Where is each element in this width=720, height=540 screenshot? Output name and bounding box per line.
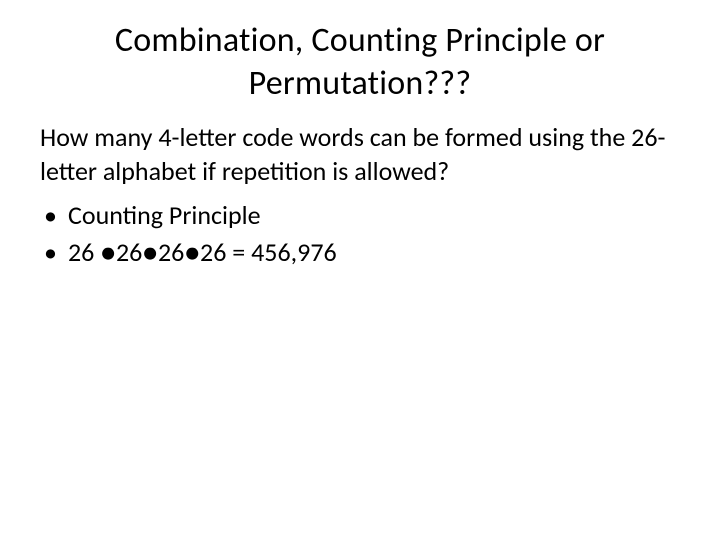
bullet-list: Counting Principle 26 ●26●26●26 = 456,97… — [40, 197, 680, 272]
list-item: 26 ●26●26●26 = 456,976 — [40, 234, 680, 272]
slide-title: Combination, Counting Principle or Permu… — [40, 20, 680, 105]
question-text: How many 4-letter code words can be form… — [40, 121, 680, 189]
list-item: Counting Principle — [40, 197, 680, 235]
